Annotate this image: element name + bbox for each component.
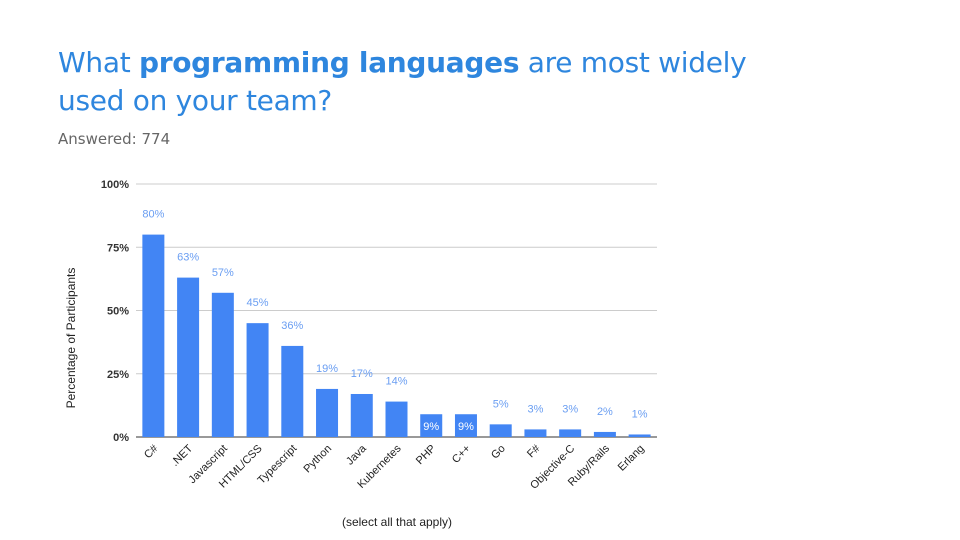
- data-label: 9%: [423, 421, 439, 433]
- bar: [281, 345, 304, 437]
- x-tick-label: F#: [525, 442, 543, 460]
- answered-count: Answered: 774: [58, 130, 171, 148]
- data-label: 3%: [527, 403, 543, 415]
- x-tick-label: Java: [344, 442, 370, 468]
- x-tick-label: C#: [142, 442, 161, 461]
- bar: [524, 429, 547, 437]
- bar: [628, 434, 651, 437]
- slide-title: What programming languages are most wide…: [58, 44, 758, 120]
- x-tick-label: PHP: [414, 443, 438, 467]
- bar: [489, 424, 512, 437]
- data-label: 3%: [562, 403, 578, 415]
- bar: [559, 429, 582, 437]
- title-bold: programming languages: [138, 46, 520, 79]
- bar: [350, 393, 373, 437]
- x-tick-label: Go: [489, 443, 508, 462]
- bar: [316, 388, 339, 437]
- bar: [385, 401, 408, 437]
- bar: [177, 277, 200, 437]
- bar: [246, 323, 269, 437]
- data-label: 19%: [316, 363, 338, 375]
- data-label: 1%: [632, 408, 648, 420]
- x-tick-label: Erlang: [616, 443, 647, 474]
- y-tick-label: 0%: [113, 432, 129, 444]
- data-label: 80%: [142, 209, 164, 221]
- x-tick-label: Python: [301, 443, 334, 476]
- x-tick-label: .NET: [169, 442, 195, 468]
- data-label: 45%: [247, 297, 269, 309]
- y-tick-label: 100%: [101, 179, 129, 191]
- bar: [142, 234, 165, 437]
- x-axis-label: (select all that apply): [342, 515, 452, 529]
- data-label: 17%: [351, 368, 373, 380]
- title-post: are most widely used on your team?: [58, 46, 747, 117]
- data-label: 63%: [177, 252, 199, 264]
- y-axis-label: Percentage of Participants: [64, 268, 78, 409]
- bars: [142, 234, 651, 437]
- y-axis-ticks: 0% 25% 50% 75% 100%: [101, 179, 129, 444]
- y-tick-label: 75%: [107, 242, 129, 254]
- data-label: 2%: [597, 406, 613, 418]
- data-labels: 80% 63% 57% 45% 36% 19% 17% 14% 9% 9% 5% 3% 3% 2% 1%: [142, 209, 647, 434]
- x-tick-label: C++: [450, 443, 473, 466]
- data-label: 14%: [385, 376, 407, 388]
- data-label: 36%: [281, 320, 303, 332]
- y-tick-label: 25%: [107, 369, 129, 381]
- data-label: 9%: [458, 421, 474, 433]
- bar: [211, 292, 234, 437]
- y-tick-label: 50%: [107, 306, 129, 318]
- bar: [593, 431, 616, 437]
- bar: [420, 414, 443, 437]
- title-pre: What: [58, 46, 139, 79]
- data-label: 5%: [493, 398, 509, 410]
- bar: [454, 414, 477, 437]
- data-label: 57%: [212, 267, 234, 279]
